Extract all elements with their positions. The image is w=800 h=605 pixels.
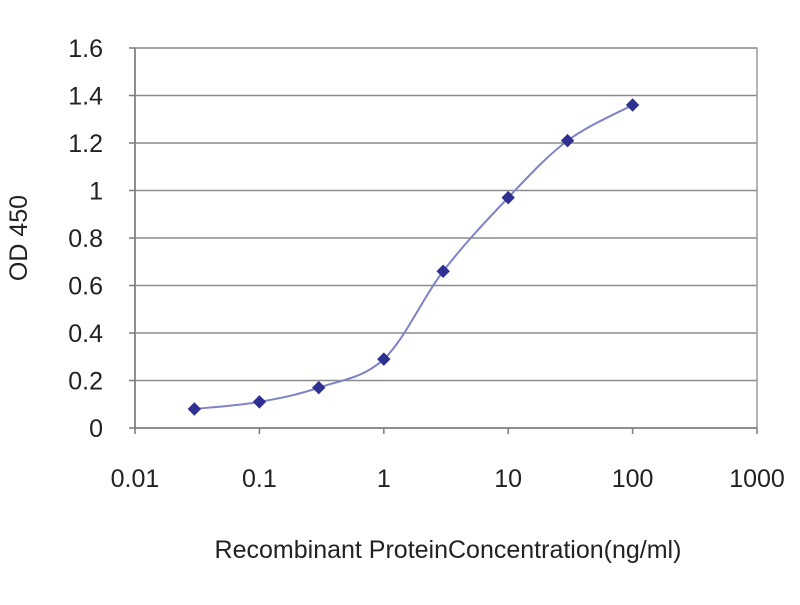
- x-tick-label-4: 100: [612, 465, 654, 493]
- y-tick-label-8: 1.6: [68, 35, 103, 63]
- data-point-5: [501, 190, 515, 205]
- y-tick-label-4: 0.8: [68, 225, 103, 253]
- x-tick-label-5: 1000: [729, 465, 785, 493]
- y-tick-label-5: 1: [89, 178, 103, 206]
- x-tick-label-1: 0.1: [242, 465, 277, 493]
- x-tick-label-0: 0.01: [111, 465, 160, 493]
- x-tick-label-3: 10: [494, 465, 522, 493]
- data-point-4: [436, 264, 450, 278]
- y-tick-label-0: 0: [89, 415, 103, 443]
- data-point-6: [560, 133, 575, 148]
- y-tick-label-7: 1.4: [68, 83, 103, 111]
- tick-label-layer: 0 0.2 0.4 0.6 0.8 1 1.2 1.4 1.6 0.01 0.1 1 10 100 1000: [68, 35, 785, 493]
- y-tick-label-1: 0.2: [68, 368, 103, 396]
- y-tick-label-6: 1.2: [68, 130, 103, 158]
- x-tick-label-2: 1: [377, 465, 391, 493]
- y-tick-label-3: 0.6: [68, 273, 103, 301]
- series-line-0: [194, 104, 634, 410]
- y-axis-title: OD 450: [5, 195, 33, 281]
- data-point-2: [312, 380, 326, 395]
- y-tick-label-2: 0.4: [68, 320, 103, 348]
- grid-layer: [135, 47, 757, 382]
- series-layer: [187, 98, 640, 416]
- data-point-3: [377, 352, 391, 366]
- data-point-7: [625, 98, 640, 112]
- data-point-1: [252, 395, 267, 409]
- data-point-0: [187, 402, 202, 416]
- x-axis-title: Recombinant ProteinConcentration(ng/ml): [215, 536, 682, 564]
